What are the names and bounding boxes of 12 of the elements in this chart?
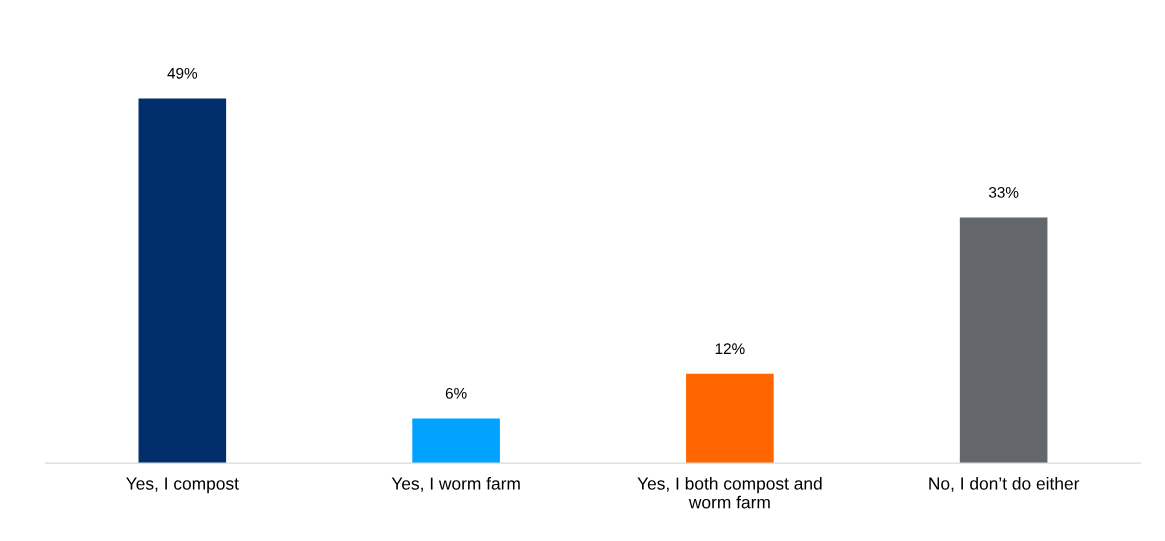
data-label: 33% [988, 186, 1019, 198]
bar [959, 217, 1048, 464]
data-label: 6% [445, 387, 467, 399]
x-tick-label: Yes, I both compost and worm farm [637, 476, 822, 509]
x-tick-label: Yes, I worm farm [391, 477, 520, 492]
x-tick-label: No, I don’t do either [929, 476, 1080, 492]
bar [412, 418, 500, 464]
data-label: 12% [715, 343, 745, 355]
bar [686, 373, 774, 464]
bar [138, 98, 227, 464]
x-tick-label: Yes, I compost [126, 477, 239, 494]
data-label: 49% [167, 67, 198, 79]
